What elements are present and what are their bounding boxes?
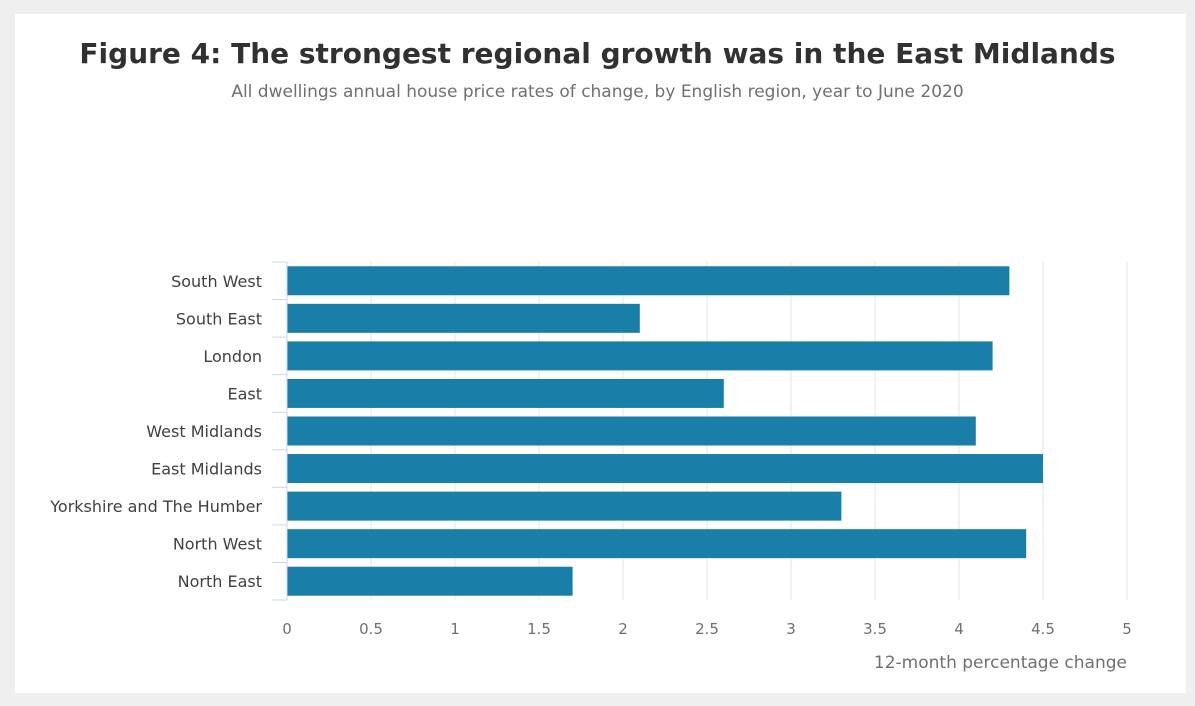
bar[interactable] [287, 566, 573, 596]
x-tick-label: 0 [282, 620, 292, 638]
bar[interactable] [287, 454, 1043, 484]
category-label: North West [173, 535, 262, 554]
x-tick-label: 3 [786, 620, 796, 638]
x-tick-label: 2.5 [695, 620, 719, 638]
category-label: London [203, 347, 262, 366]
category-label: Yorkshire and The Humber [49, 497, 262, 516]
y-axis: South West South East London East West Midla… [49, 261, 288, 601]
x-tick-label: 2 [618, 620, 628, 638]
x-tick-label: 3.5 [863, 620, 887, 638]
bar[interactable] [287, 491, 842, 521]
category-label: West Midlands [146, 422, 262, 441]
x-axis-ticks: 0 0.5 1 1.5 2 2.5 3 3.5 4 4.5 5 [282, 620, 1132, 638]
bar[interactable] [287, 341, 993, 371]
x-tick-label: 1 [450, 620, 460, 638]
bars [287, 266, 1043, 596]
x-tick-label: 5 [1122, 620, 1132, 638]
category-label: North East [178, 572, 262, 591]
x-tick-label: 1.5 [527, 620, 551, 638]
chart-title: Figure 4: The strongest regional growth … [79, 37, 1116, 70]
bar[interactable] [287, 378, 724, 408]
category-label: East Midlands [151, 460, 262, 479]
x-tick-label: 4.5 [1031, 620, 1055, 638]
x-axis-title: 12-month percentage change [874, 653, 1127, 673]
bar[interactable] [287, 416, 976, 446]
category-label: South East [176, 309, 262, 328]
chart-subtitle: All dwellings annual house price rates o… [231, 82, 964, 102]
category-label: East [227, 384, 262, 403]
category-label: South West [171, 272, 262, 291]
bar[interactable] [287, 266, 1010, 296]
x-tick-label: 4 [954, 620, 964, 638]
x-tick-label: 0.5 [359, 620, 383, 638]
bar[interactable] [287, 529, 1027, 559]
bar[interactable] [287, 303, 640, 333]
